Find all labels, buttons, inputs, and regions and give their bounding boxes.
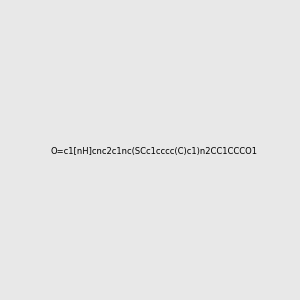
Text: O=c1[nH]cnc2c1nc(SCc1cccc(C)c1)n2CC1CCCO1: O=c1[nH]cnc2c1nc(SCc1cccc(C)c1)n2CC1CCCO… [50, 147, 257, 156]
